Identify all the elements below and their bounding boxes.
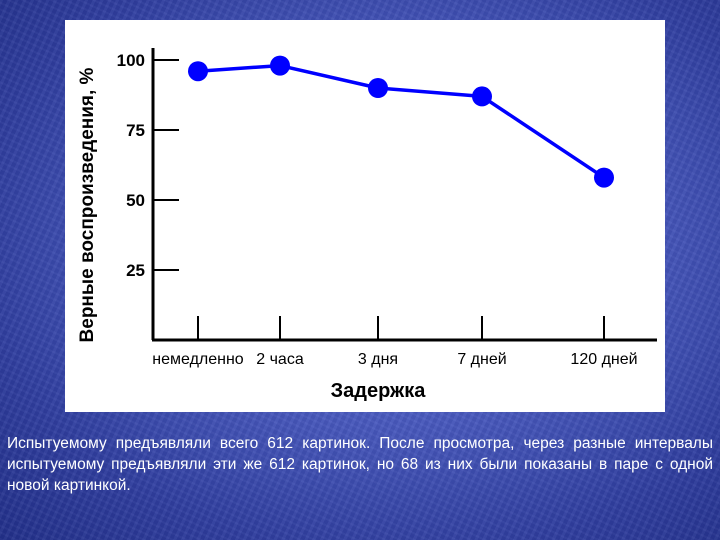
x-tick-label: 7 дней	[457, 351, 506, 368]
y-tick-label: 50	[126, 191, 145, 210]
x-axis-label: Задержка	[331, 380, 427, 402]
x-tick-label: 2 часа	[256, 351, 304, 368]
chart-panel: 100 75 50 25 немедленно 2 часа 3 дня 7 дней 120 …	[65, 20, 665, 412]
y-axis-label: Верные воспроизведения, %	[77, 67, 98, 342]
x-tick-label: 120 дней	[570, 351, 637, 368]
data-point	[270, 55, 290, 76]
data-point	[368, 78, 388, 98]
line-chart: 100 75 50 25 немедленно 2 часа 3 дня 7 дней 120 …	[77, 48, 657, 402]
y-tick-label: 100	[117, 51, 145, 70]
slide-caption: Испытуемому предъявляли всего 612 картин…	[7, 435, 713, 494]
data-point	[594, 167, 614, 188]
x-tick-label: немедленно	[152, 351, 244, 368]
data-point	[188, 61, 208, 82]
y-tick-label: 75	[126, 121, 145, 140]
y-tick-label: 25	[126, 261, 145, 280]
series-line	[197, 63, 605, 180]
data-point	[472, 86, 492, 107]
x-tick-label: 3 дня	[358, 351, 398, 368]
